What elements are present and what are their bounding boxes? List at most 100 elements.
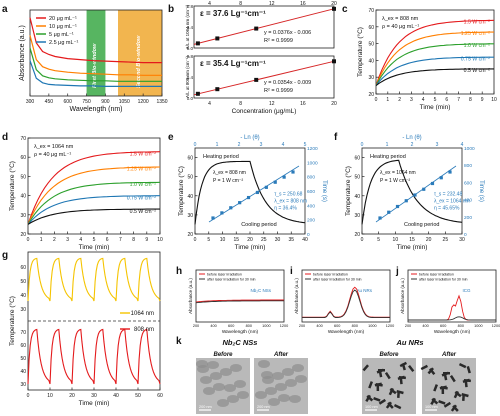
plot-a-frame [29,9,163,97]
x-tick-label: 20 [331,101,337,107]
cycle-series-808 [27,328,161,385]
tem-particle [227,395,239,403]
x-axis-label: Wavelength (nm) [69,106,122,113]
fit-line [375,165,457,223]
x-tick-label: 0 [27,237,30,243]
tem-particle [282,368,294,376]
top-tick-label: 0 [361,142,364,148]
series-label: 0.5 W cm⁻² [464,68,491,74]
plot-j-frame [407,269,497,323]
x-tick-label: 800 [352,324,358,328]
x-tick-label: 20 [331,1,337,7]
temperature-series [194,160,306,225]
cooling-label: Cooling period [241,222,276,228]
temperature-series [27,166,161,225]
fit-point [378,216,382,220]
temperature-series [27,208,160,225]
tem-nanorod [373,396,381,402]
right-axis-label: Time (s) [478,180,484,202]
x-tick-label: 1200 [280,324,288,328]
panel-letter-i: i [290,266,293,277]
x-tick-label: 15 [233,237,239,243]
x-tick-label: 750 [82,99,91,105]
cycle-series-1064 [27,257,161,302]
tem-particle [200,376,212,384]
x-tick-label: 35 [288,237,294,243]
right-tick-label: 600 [464,180,472,186]
group-title: Nb₂C NSs [223,338,258,347]
panel-letter-j: j [395,266,399,277]
x-tick-label: 1000 [474,324,482,328]
y-tick-label: 60 [187,156,193,162]
tem-nanorod [378,398,386,405]
fit-r2: R² = 0.9999 [264,38,293,44]
y-tick-label: 0.4 [187,25,194,30]
group-title: Au NRs [395,338,423,347]
x-axis-label: Time (min) [397,244,428,251]
series-label: 0.75 W cm⁻² [127,195,157,201]
series-label: 0.5 W cm⁻² [130,209,157,215]
y-axis-label: A/L at 808 nm (cm⁻¹) [185,56,190,98]
y-tick-label: 30 [20,307,26,313]
right-tick-label: 0 [307,232,310,238]
x-tick-label: 30 [275,237,281,243]
power-label: P = 1 W cm⁻² [380,178,411,184]
panel-letter-k: k [176,336,182,347]
data-point [195,41,200,46]
before-irradiation-series [302,286,390,318]
tem-nanorod [458,362,467,369]
tem-caption: After [441,352,457,358]
bio-window-label: First Bio-window [92,43,98,88]
top-tick-label: 5 [304,142,307,148]
fit-point [220,211,224,215]
fit-point [439,176,443,180]
y-tick-label: 50 [354,175,360,181]
x-tick-label: 5 [434,97,437,103]
y-tick-label: 20 [368,92,374,98]
x-tick-label: 400 [210,324,216,328]
y-tick-label: 40 [20,293,26,299]
y-tick-label: 40 [20,369,26,375]
x-tick-label: 40 [113,393,119,399]
x-tick-label: 16 [300,1,306,7]
x-tick-label: 6 [445,97,448,103]
y-axis-label: A/L at 1064 nm (cm⁻¹) [185,4,190,49]
y-tick-label: 20 [354,232,360,238]
temperature-series [375,19,495,86]
x-axis-label: Wavelength (nm) [222,329,259,335]
legend-label: before laser irradiation [313,273,348,277]
power-label: P = 1 W cm⁻² [213,178,244,184]
x-tick-label: 1 [386,97,389,103]
plot-i-frame [301,269,391,323]
x-tick-label: 25 [261,237,267,243]
x-axis-label: Wavelength (nm) [328,329,365,335]
absorbance-series [29,47,162,82]
right-axis-label: Time (s) [321,180,327,202]
fit-point [430,181,435,186]
y-tick-label: 0.8 [187,54,194,59]
bio-window-label: Second Bio-window [136,35,142,88]
y-tick-label: 40 [187,194,193,200]
after-irradiation-series [408,316,496,321]
right-tick-label: 800 [464,163,472,169]
tem-particle [272,372,284,380]
top-tick-label: 3 [436,142,439,148]
x-tick-label: 400 [316,324,322,328]
x-tick-label: 4 [208,101,211,107]
scale-bar-label: 200 nm [199,405,212,409]
lambda-label: λ_ex = 1064 nm [34,144,74,150]
x-tick-label: 10 [47,393,53,399]
tem-nanorod [443,401,451,408]
x-tick-label: 3 [66,237,69,243]
x-tick-label: 1000 [368,324,376,328]
x-tick-label: 0 [194,237,197,243]
cooling-label: Cooling period [404,222,439,228]
y-tick-label: 30 [354,213,360,219]
tem-caption: Before [379,352,399,358]
x-axis-label: Wavelength (nm) [434,329,471,335]
y-tick-label: 60 [20,265,26,271]
y-tick-label: 50 [187,175,193,181]
x-tick-label: 8 [469,97,472,103]
x-axis-label: Time (min) [235,244,266,251]
